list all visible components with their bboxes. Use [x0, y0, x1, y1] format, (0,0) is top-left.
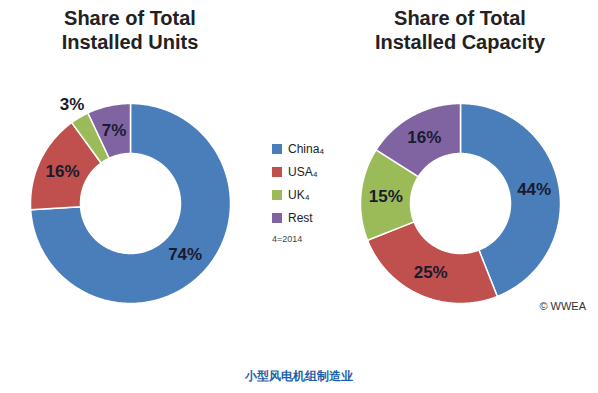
- html-text:USA₄: USA₄: [288, 165, 318, 179]
- svg-text:3%: 3%: [60, 95, 85, 114]
- svg-text:16%: 16%: [46, 162, 80, 181]
- svg-text:16%: 16%: [407, 128, 441, 147]
- html-text:小型风电机组制造业: 小型风电机组制造业: [245, 369, 353, 383]
- html-text:Rest: Rest: [288, 211, 313, 225]
- html-text:Share of Total Installed Units: Share of Total Installed Units: [61, 7, 199, 53]
- html-text:China₄: China₄: [288, 142, 325, 156]
- html-text:UK₄: UK₄: [288, 188, 310, 202]
- html-text:© WWEA: © WWEA: [539, 300, 586, 312]
- html-text:Share of Total Installed Capac: Share of Total Installed Capacity: [375, 7, 545, 53]
- svg-text:44%: 44%: [517, 180, 551, 199]
- html-text:4=2014: 4=2014: [272, 234, 303, 244]
- svg-text:7%: 7%: [102, 121, 127, 140]
- svg-text:25%: 25%: [414, 263, 448, 282]
- svg-text:74%: 74%: [168, 245, 202, 264]
- svg-text:15%: 15%: [369, 187, 403, 206]
